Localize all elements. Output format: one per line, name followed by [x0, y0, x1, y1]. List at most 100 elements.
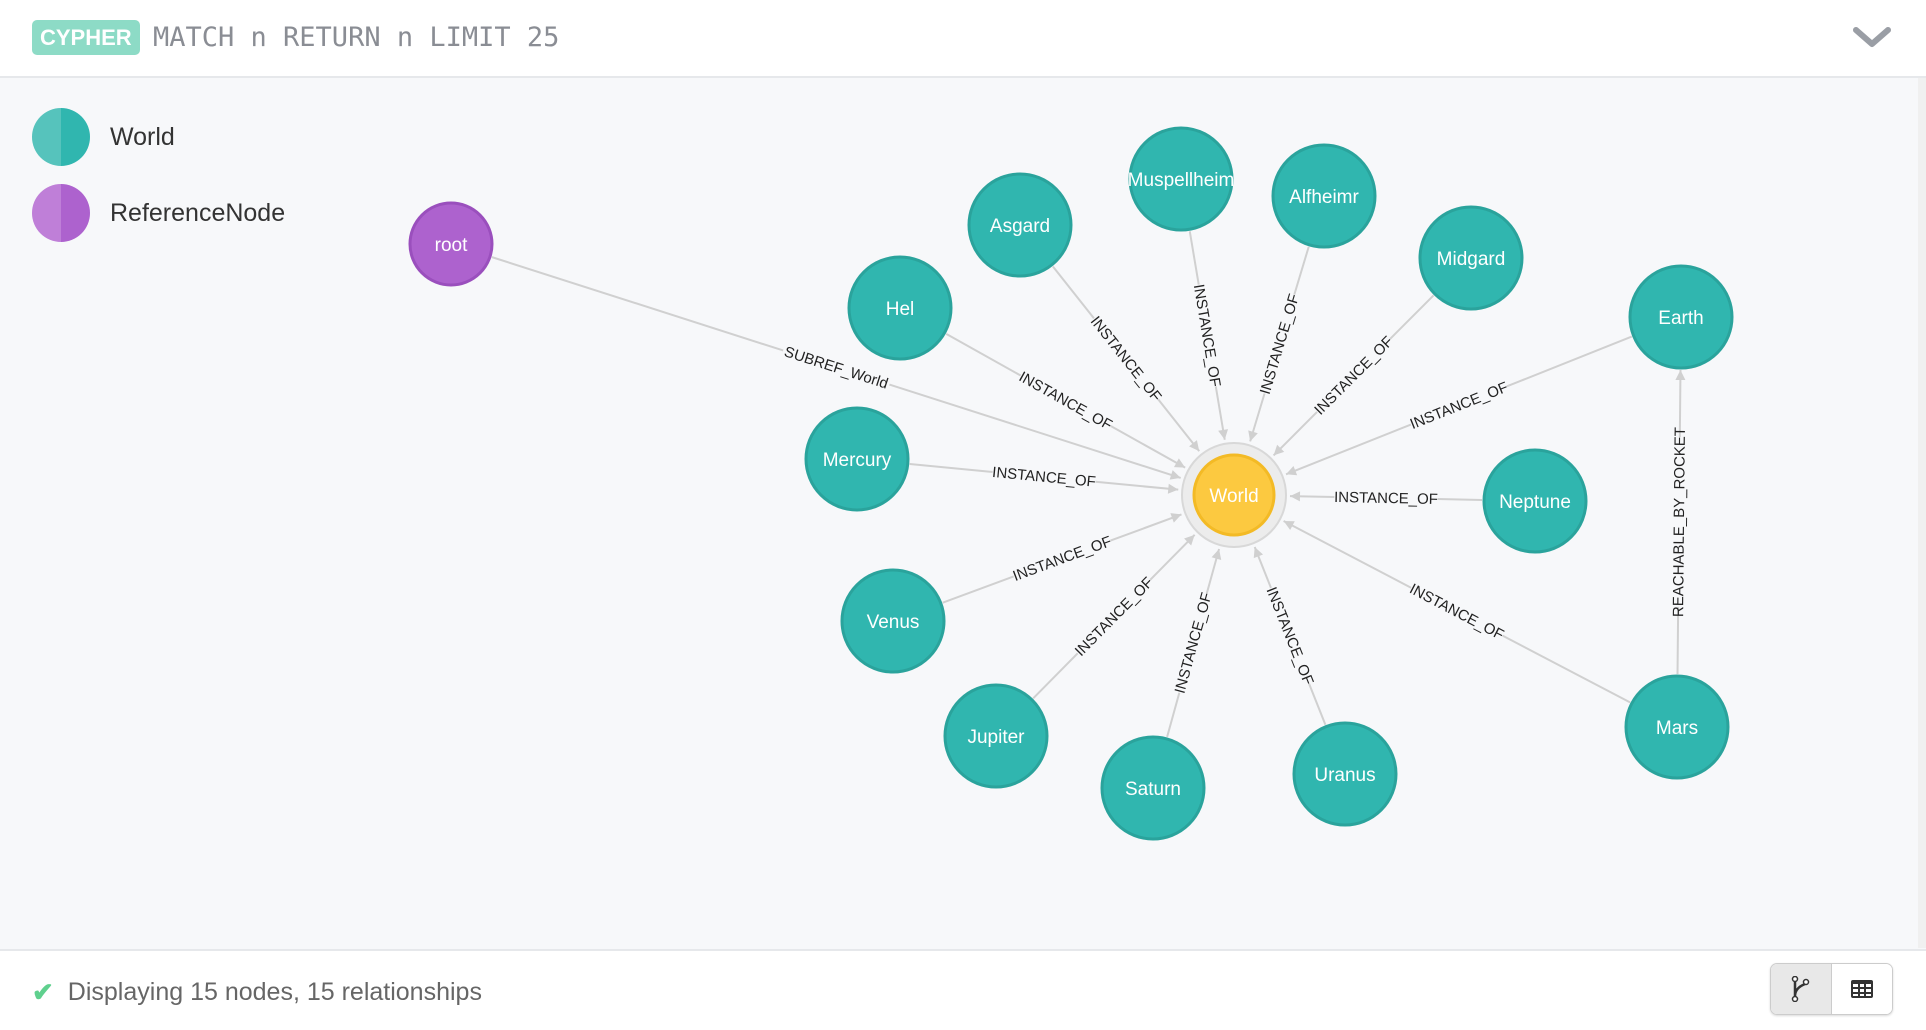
- node-circle: [1624, 674, 1730, 780]
- node-caption: Uranus: [1314, 765, 1375, 786]
- node-circle: [840, 568, 946, 674]
- status-text: Displaying 15 nodes, 15 relationships: [67, 978, 482, 1006]
- relationship-instance_of[interactable]: INSTANCE_OF: [1248, 246, 1310, 442]
- relationship-line: [1285, 423, 1412, 476]
- node-caption: Neptune: [1499, 492, 1571, 513]
- arrow-head-icon: [1218, 429, 1229, 440]
- relationship-line: [942, 575, 1014, 604]
- relationship-label: INSTANCE_OF: [1408, 379, 1511, 433]
- node-caption: Muspellheim: [1128, 170, 1235, 191]
- node-caption: Venus: [867, 612, 920, 633]
- status-bar: ✔ Displaying 15 nodes, 15 relationships: [0, 949, 1926, 1030]
- node-circle: [1292, 721, 1398, 827]
- relationship-label: INSTANCE_OF: [1016, 368, 1115, 434]
- graph-canvas[interactable]: SUBREF_World INSTANCE_OF INSTANCE_OF INSTAN…: [0, 78, 1916, 948]
- relationship-line: [1506, 335, 1633, 388]
- node-alfheimr[interactable]: Alfheimr: [1271, 143, 1377, 249]
- relationship-instance_of[interactable]: INSTANCE_OF: [1285, 335, 1633, 476]
- arrow-head-icon: [1248, 430, 1258, 442]
- node-circle: [943, 683, 1049, 789]
- node-caption: Jupiter: [967, 727, 1025, 748]
- legend-label: ReferenceNode: [110, 198, 286, 227]
- relationship-instance_of[interactable]: INSTANCE_OF: [1272, 294, 1435, 457]
- node-root[interactable]: root: [408, 201, 494, 287]
- node-circle: [1100, 735, 1206, 841]
- relationship-instance_of[interactable]: INSTANCE_OF: [1166, 548, 1222, 738]
- relationship-label: INSTANCE_OF: [1311, 333, 1396, 418]
- relationship-line: [1502, 634, 1631, 704]
- node-caption: World: [1209, 486, 1258, 507]
- arrow-head-icon: [1283, 520, 1295, 531]
- legend-item-world[interactable]: World: [32, 108, 285, 166]
- node-caption: Midgard: [1437, 249, 1506, 270]
- node-circle: [1128, 126, 1234, 232]
- relationship-instance_of[interactable]: INSTANCE_OF: [909, 463, 1179, 494]
- relationship-line: [909, 463, 993, 473]
- relationship-instance_of[interactable]: INSTANCE_OF: [1052, 265, 1200, 452]
- referencenode-color-swatch: [32, 184, 90, 242]
- relationship-line: [1157, 398, 1200, 452]
- arrow-head-icon: [1273, 444, 1285, 456]
- relationship-instance_of[interactable]: INSTANCE_OF: [1188, 231, 1229, 440]
- view-toggle: [1770, 963, 1893, 1015]
- relationship-label: INSTANCE_OF: [1072, 574, 1157, 660]
- relationship-line: [1389, 294, 1435, 340]
- graph-view-button[interactable]: [1771, 964, 1832, 1014]
- relationship-label: INSTANCE_OF: [1334, 489, 1438, 508]
- scrollbar[interactable]: [1918, 78, 1926, 948]
- node-caption: Mars: [1656, 718, 1698, 739]
- node-uranus[interactable]: Uranus: [1292, 721, 1398, 827]
- node-mercury[interactable]: Mercury: [804, 406, 910, 512]
- relationship-line: [1272, 411, 1318, 457]
- relationship-line: [491, 256, 784, 352]
- node-earth[interactable]: Earth: [1628, 264, 1734, 370]
- relationship-instance_of[interactable]: INSTANCE_OF: [1289, 489, 1483, 508]
- legend-item-referencenode[interactable]: ReferenceNode: [32, 184, 285, 242]
- table-icon: [1851, 980, 1873, 998]
- node-circle: [408, 201, 494, 287]
- node-asgard[interactable]: Asgard: [967, 172, 1073, 278]
- relationship-line: [889, 383, 1181, 479]
- relationship-instance_of[interactable]: INSTANCE_OF: [1283, 520, 1631, 704]
- arrow-head-icon: [1184, 534, 1195, 546]
- arrow-head-icon: [1211, 548, 1222, 560]
- node-world[interactable]: World: [1181, 442, 1287, 548]
- node-neptune[interactable]: Neptune: [1482, 448, 1588, 554]
- relationship-line: [1308, 683, 1327, 726]
- relationship-reachable_by_rocket[interactable]: REACHABLE_BY_ROCKET: [1670, 369, 1689, 675]
- relationship-label: INSTANCE_OF: [1011, 533, 1114, 585]
- node-caption: Mercury: [823, 450, 892, 471]
- node-caption: Saturn: [1125, 779, 1181, 800]
- node-hel[interactable]: Hel: [847, 255, 953, 361]
- node-midgard[interactable]: Midgard: [1418, 205, 1524, 311]
- arrow-head-icon: [1173, 458, 1186, 468]
- arrow-head-icon: [1189, 440, 1200, 452]
- relationship-line: [1166, 692, 1181, 738]
- node-circle: [967, 172, 1073, 278]
- arrow-head-icon: [1675, 369, 1686, 381]
- legend-label: World: [110, 122, 175, 151]
- relationship-label: INSTANCE_OF: [1172, 591, 1216, 696]
- node-circle: [1271, 143, 1377, 249]
- relationship-line: [1678, 369, 1682, 438]
- node-mars[interactable]: Mars: [1624, 674, 1730, 780]
- node-saturn[interactable]: Saturn: [1100, 735, 1206, 841]
- node-venus[interactable]: Venus: [840, 568, 946, 674]
- relationship-line: [1676, 606, 1680, 675]
- chevron-down-icon[interactable]: [1852, 22, 1892, 52]
- legend: World ReferenceNode: [32, 108, 285, 260]
- query-text[interactable]: MATCH n RETURN n LIMIT 25: [153, 22, 560, 53]
- relationship-line: [1110, 513, 1182, 542]
- table-view-button[interactable]: [1832, 964, 1892, 1014]
- relationship-instance_of[interactable]: INSTANCE_OF: [1253, 546, 1327, 726]
- relationship-line: [1149, 534, 1196, 581]
- arrow-head-icon: [1170, 513, 1182, 523]
- node-caption: root: [435, 235, 468, 256]
- node-jupiter[interactable]: Jupiter: [943, 683, 1049, 789]
- relationship-label: INSTANCE_OF: [1190, 283, 1224, 388]
- arrow-head-icon: [1167, 483, 1179, 494]
- node-circle: [1192, 453, 1276, 537]
- node-caption: Asgard: [990, 216, 1050, 237]
- node-muspellheim[interactable]: Muspellheim: [1128, 126, 1235, 232]
- relationship-line: [1052, 265, 1095, 319]
